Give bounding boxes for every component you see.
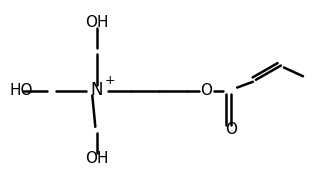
Text: O: O [225, 122, 237, 137]
Text: +: + [105, 74, 116, 87]
Text: O: O [200, 83, 212, 98]
Text: OH: OH [85, 15, 108, 30]
Text: OH: OH [85, 151, 108, 166]
Text: N: N [91, 81, 103, 100]
Text: HO: HO [9, 83, 32, 98]
